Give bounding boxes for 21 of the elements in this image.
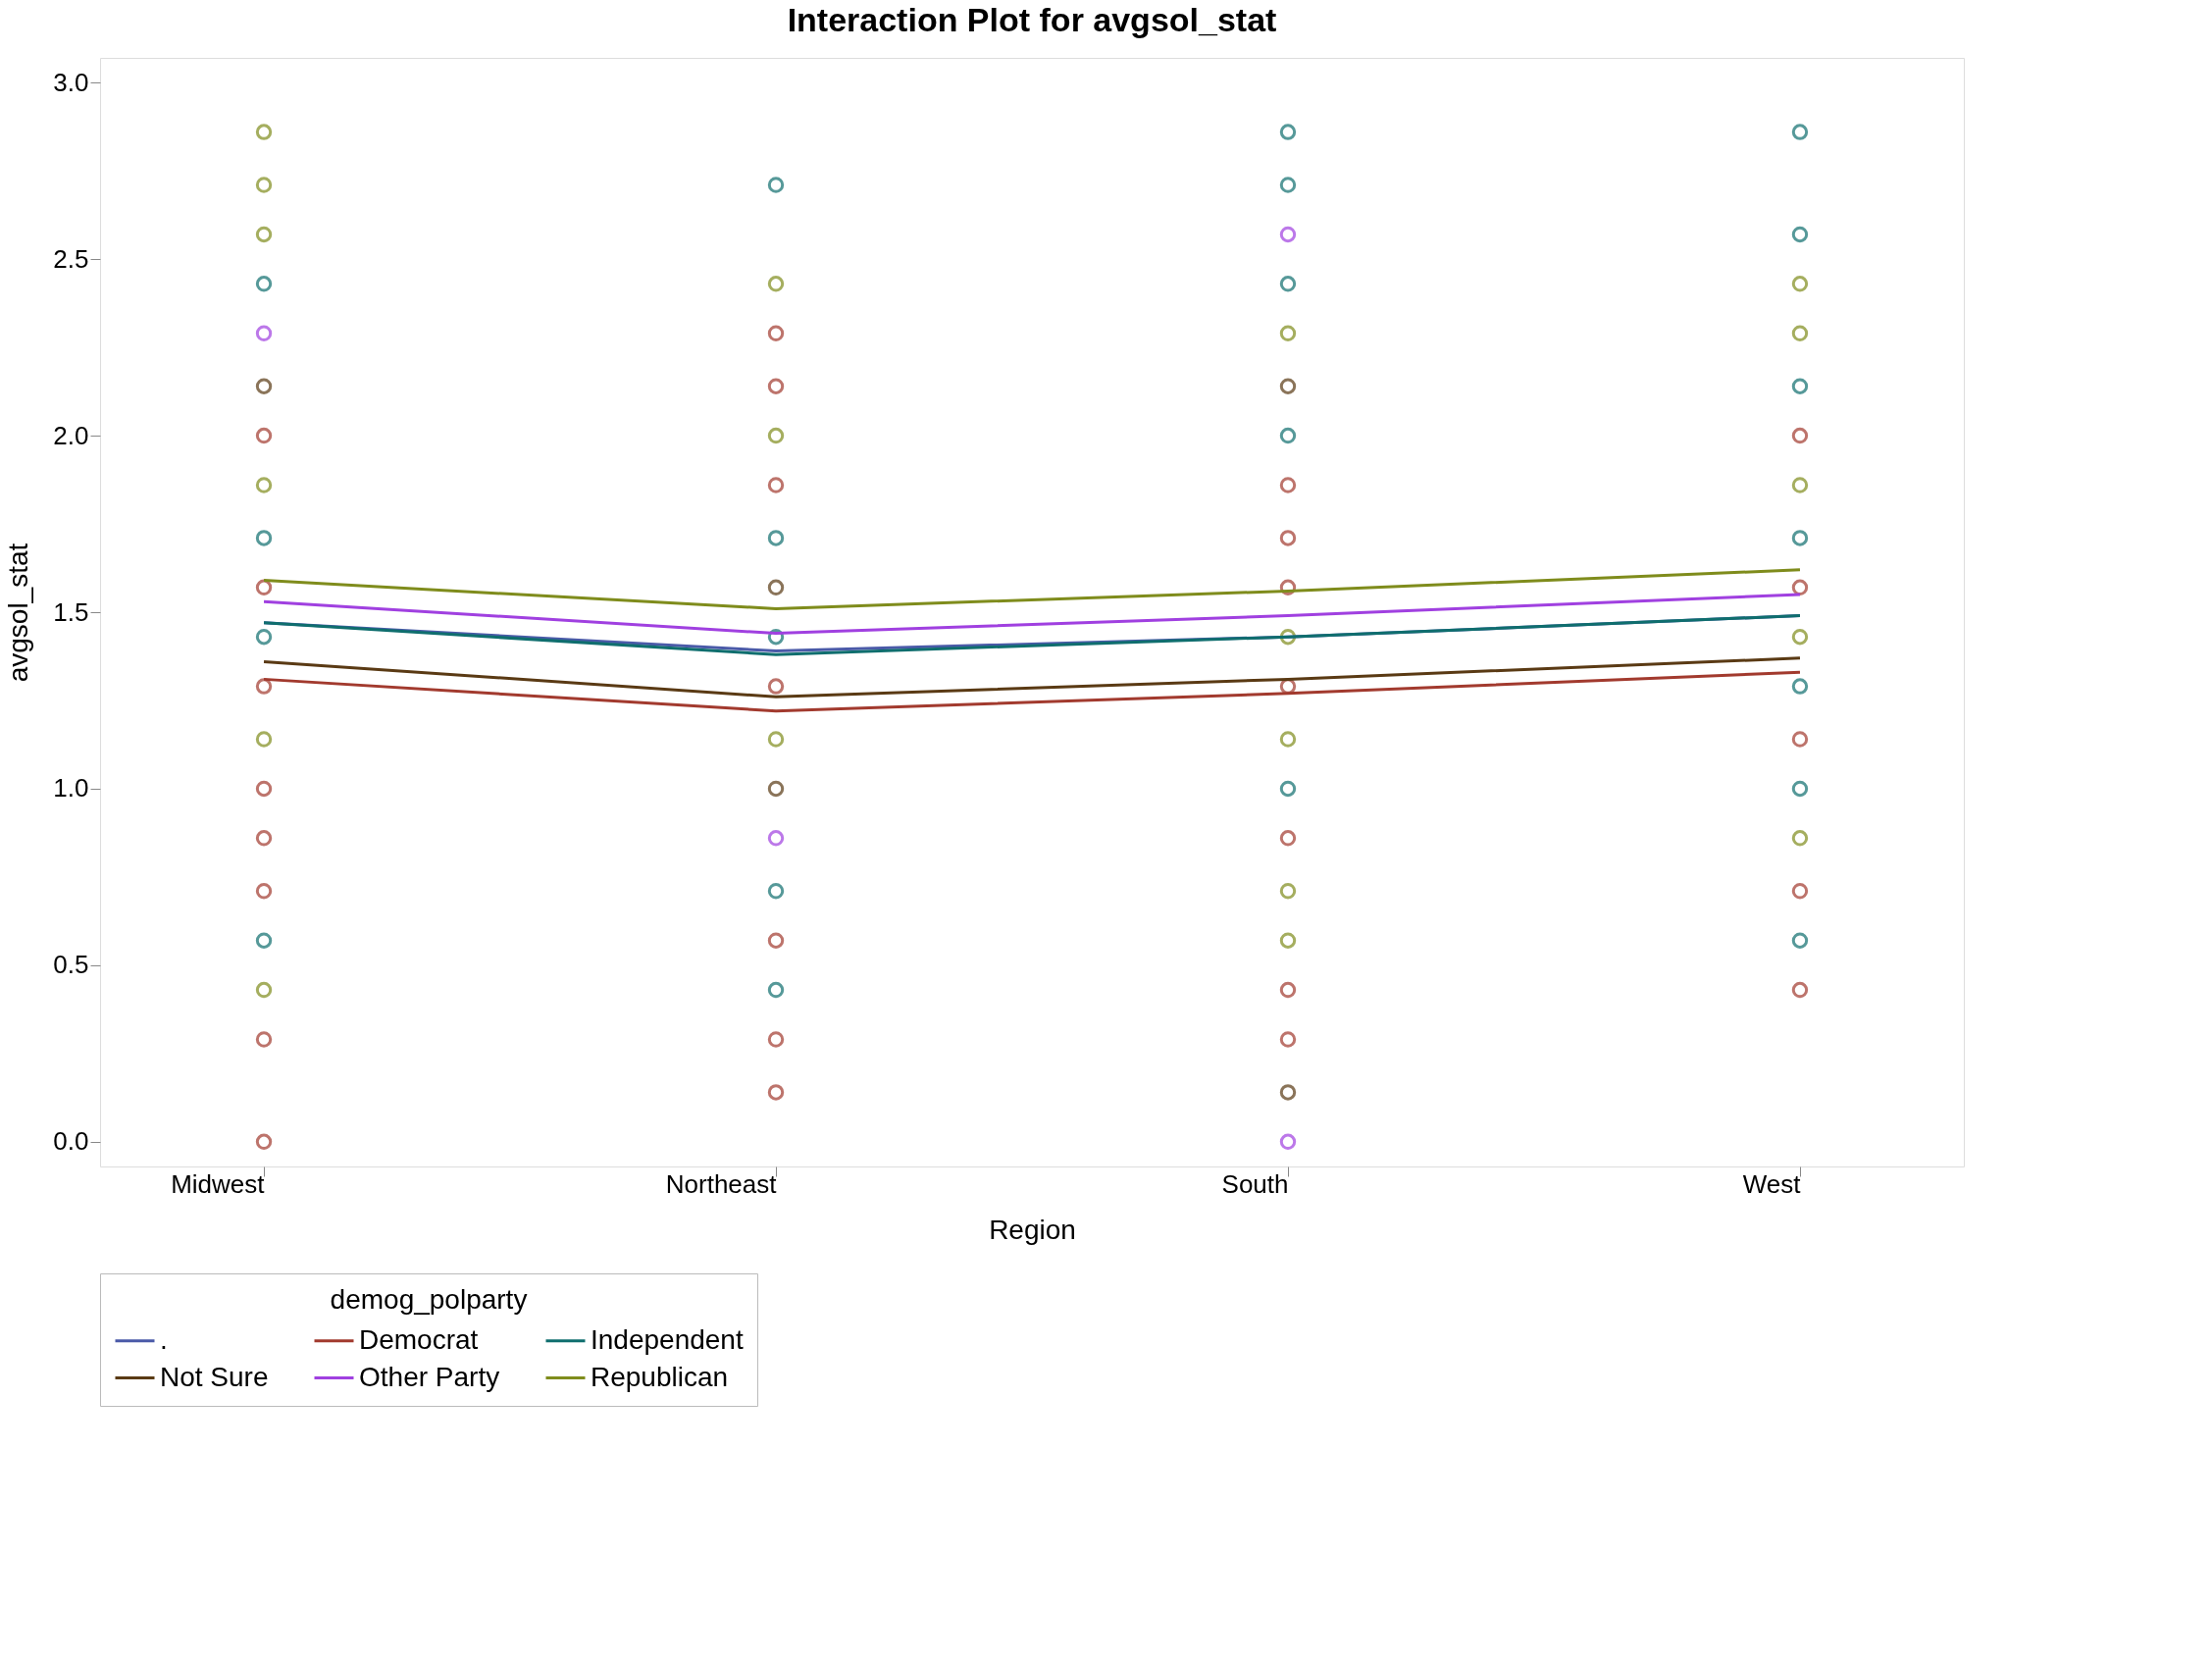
legend-label: Other Party <box>359 1361 500 1392</box>
x-tick-label: South <box>1221 1168 1289 1199</box>
x-tick-label: West <box>1742 1168 1802 1199</box>
y-axis-title: avgsol_stat <box>3 543 34 683</box>
legend-label: Independent <box>591 1323 744 1355</box>
legend-label: Not Sure <box>160 1361 269 1392</box>
x-axis-title: Region <box>989 1214 1076 1245</box>
chart-title: Interaction Plot for avgsol_stat <box>787 1 1277 38</box>
y-tick-label: 2.0 <box>53 420 89 450</box>
legend-label: . <box>160 1323 168 1355</box>
legend-label: Republican <box>591 1361 729 1392</box>
x-tick-label: Northeast <box>665 1168 778 1199</box>
legend-title: demog_polparty <box>330 1284 528 1315</box>
y-tick-label: 0.0 <box>53 1126 89 1157</box>
y-tick-label: 1.5 <box>53 596 89 627</box>
y-tick-label: 0.5 <box>53 950 89 980</box>
y-tick-label: 1.0 <box>53 773 89 803</box>
y-tick-label: 3.0 <box>53 67 89 97</box>
y-tick-label: 2.5 <box>53 243 89 274</box>
legend-label: Democrat <box>359 1323 479 1355</box>
x-tick-label: Midwest <box>171 1168 266 1199</box>
